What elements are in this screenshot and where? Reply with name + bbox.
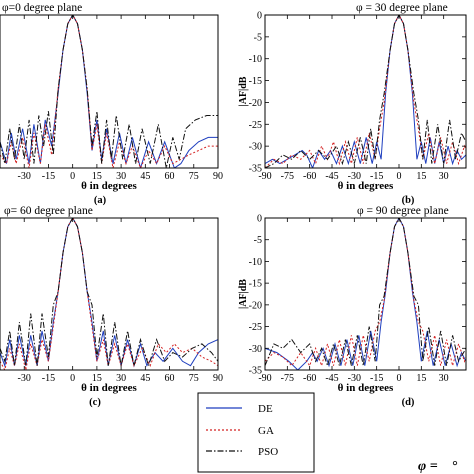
x-tick-label: -15	[42, 171, 55, 182]
x-tick-label: -15	[370, 171, 383, 182]
series-ga-line	[265, 218, 466, 368]
legend-label-ga: GA	[258, 425, 274, 437]
chart-panel-1: -30 -15 0 15 30 45 60 75 90 θ in degrees φ=0 degre…	[0, 2, 223, 206]
plot-frame	[0, 217, 219, 371]
x-tick-label: 60	[165, 373, 175, 384]
y-tick-label: -35	[249, 164, 262, 175]
series-de-line	[0, 218, 218, 368]
x-tick-label: -30	[18, 171, 31, 182]
x-tick-label: 15	[92, 171, 102, 182]
x-tick-label: 30	[439, 171, 449, 182]
plot-frame	[264, 14, 467, 169]
x-tick-label: -75	[281, 171, 294, 182]
x-tick-label: 15	[416, 373, 426, 384]
x-tick-label: 15	[92, 373, 102, 384]
plot-caption: (b)	[402, 195, 415, 206]
legend-label-de: DE	[258, 403, 273, 415]
series-pso-line	[265, 15, 466, 168]
plot-title: φ = 90 degree plane	[357, 205, 449, 217]
x-axis-label: θ in degrees	[81, 382, 137, 394]
legend-label-pso: PSO	[258, 446, 278, 458]
plot-title: φ = 30 degree plane	[356, 2, 448, 14]
x-tick-label: 75	[189, 373, 199, 384]
x-tick-label: 0	[70, 373, 75, 384]
legend: DE GA PSO	[197, 392, 315, 473]
plot-caption: (c)	[89, 397, 101, 408]
x-tick-label: -90	[258, 171, 271, 182]
x-tick-label: -30	[18, 373, 31, 384]
plot-caption: (d)	[402, 397, 415, 408]
x-tick-label: 90	[213, 171, 223, 182]
y-axis-label: |AF|dB	[238, 279, 249, 309]
x-tick-label: -30	[348, 171, 361, 182]
chart-panel-3: -30 -15 0 15 30 45 60 75 90 θ in degrees φ= 60 deg…	[0, 205, 223, 408]
y-tick-label: -15	[249, 279, 262, 290]
series-pso-line	[265, 218, 466, 368]
x-tick-label: 0	[70, 171, 75, 182]
x-axis-label: θ in degrees	[338, 180, 394, 192]
x-tick-label: -30	[348, 373, 361, 384]
y-tick-label: -35	[249, 366, 262, 377]
x-tick-label: -60	[303, 171, 316, 182]
x-axis-label: θ in degrees	[81, 180, 137, 192]
series-de-line	[265, 15, 466, 168]
y-tick-label: -25	[249, 322, 262, 333]
x-tick-label: 75	[189, 171, 199, 182]
legend-box	[197, 392, 315, 473]
chart-panel-2: -90 -75 -60 -45 -30 -15 0 15 30 0 -5 -10 -15 -20 -25 -3…	[238, 2, 467, 206]
x-tick-label: 30	[116, 171, 126, 182]
y-tick-label: 0	[257, 11, 262, 22]
y-axis-label: |AF|dB	[238, 76, 249, 106]
series-ga-line	[265, 15, 466, 168]
x-tick-label: 60	[165, 171, 175, 182]
x-tick-label: 90	[213, 373, 223, 384]
y-tick-label: -5	[254, 32, 262, 43]
x-tick-label: -45	[325, 373, 338, 384]
series-de-line	[265, 218, 466, 370]
x-tick-label: -45	[325, 171, 338, 182]
plot-title: φ= 60 degree plane	[4, 205, 93, 217]
series-de-line	[0, 15, 218, 168]
x-tick-label: -90	[258, 373, 271, 384]
x-tick-label: 45	[140, 171, 150, 182]
plot-frame	[264, 217, 467, 371]
series-ga-line	[0, 218, 218, 370]
x-tick-label: 15	[416, 171, 426, 182]
x-tick-label: -75	[281, 373, 294, 384]
x-tick-label: 30	[116, 373, 126, 384]
x-tick-label: -15	[42, 373, 55, 384]
y-tick-label: -30	[249, 344, 262, 355]
x-axis-label: θ in degrees	[338, 382, 394, 394]
y-tick-label: -20	[249, 300, 262, 311]
y-tick-label: -10	[249, 257, 262, 268]
y-tick-label: 0	[257, 214, 262, 225]
plot-frame	[0, 14, 219, 169]
plot-caption: (a)	[94, 195, 107, 206]
x-tick-label: 0	[397, 171, 402, 182]
y-tick-label: -10	[249, 54, 262, 65]
series-ga-line	[0, 15, 218, 168]
x-tick-label: -15	[370, 373, 383, 384]
series-pso-line	[0, 218, 218, 368]
chart-panel-4: -90 -75 -60 -45 -30 -15 0 15 30 0 -5 -10 -15 -20 -25 -3…	[238, 205, 467, 408]
x-tick-label: 45	[140, 373, 150, 384]
y-tick-label: -5	[254, 235, 262, 246]
plot-title: φ=0 degree plane	[2, 2, 82, 14]
x-tick-label: -60	[303, 373, 316, 384]
series-pso-line	[0, 15, 218, 168]
x-tick-label: 30	[439, 373, 449, 384]
x-tick-label: 0	[397, 373, 402, 384]
y-tick-label: -25	[249, 120, 262, 131]
y-tick-label: -20	[249, 98, 262, 109]
y-tick-label: -30	[249, 142, 262, 153]
y-tick-label: -15	[249, 76, 262, 87]
footer-phi-label: φ = °	[418, 459, 458, 474]
